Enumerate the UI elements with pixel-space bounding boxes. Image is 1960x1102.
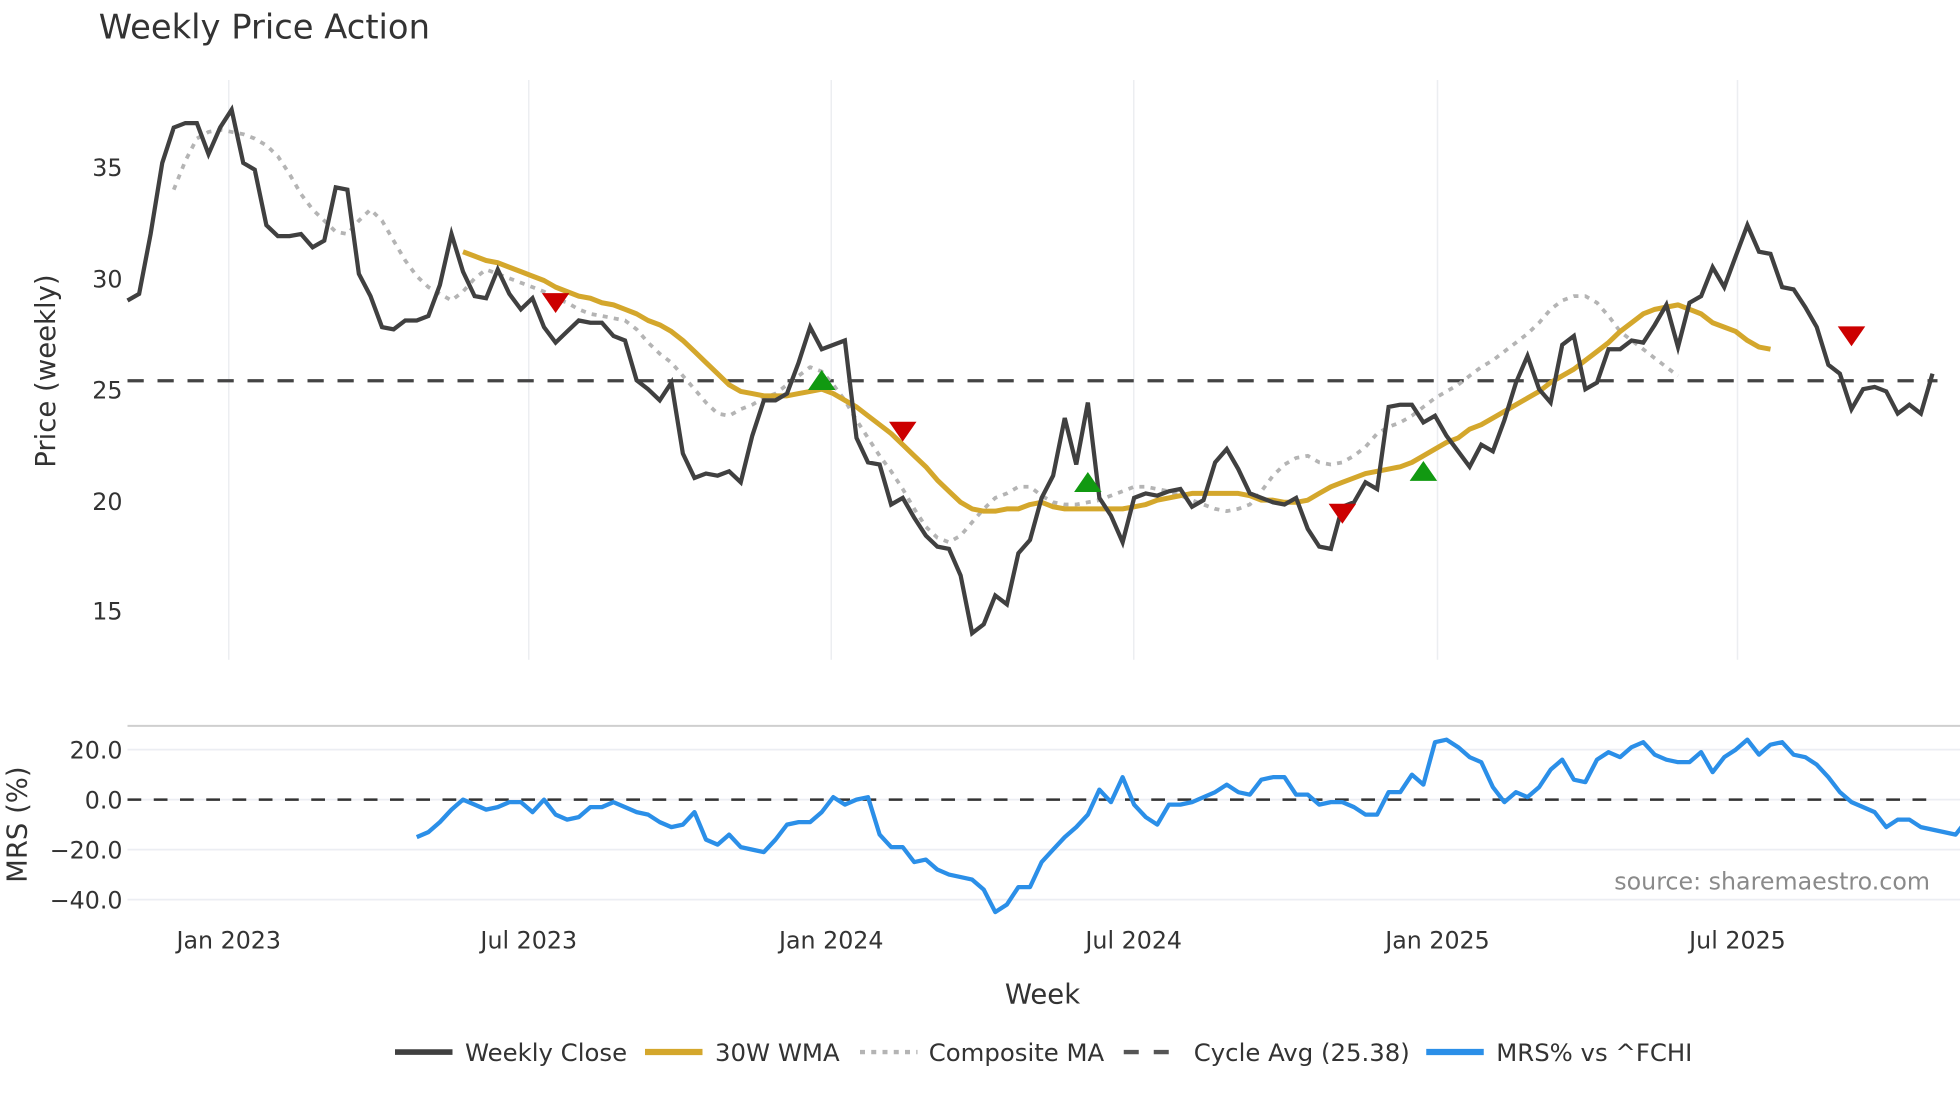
mrs-line bbox=[415, 737, 1960, 915]
signal-markers bbox=[541, 293, 1866, 524]
x-tick-jan-2023: Jan 2023 bbox=[174, 926, 281, 954]
legend-label: Cycle Avg (25.38) bbox=[1194, 1038, 1410, 1067]
x-tick-jul-2024: Jul 2024 bbox=[1083, 926, 1182, 954]
price-tick-15: 15 bbox=[92, 598, 122, 626]
legend-label: MRS% vs ^FCHI bbox=[1496, 1038, 1692, 1067]
source-credit: source: sharemaestro.com bbox=[1614, 868, 1930, 896]
wma-30w-line bbox=[462, 249, 1771, 514]
mrs-tick-neg40: −40.0 bbox=[50, 886, 123, 914]
price-tick-35: 35 bbox=[92, 154, 122, 182]
legend-item-mrs[interactable]: MRS% vs ^FCHI bbox=[1426, 1038, 1692, 1067]
sell-signal-triangle-down-icon bbox=[1837, 326, 1866, 347]
sell-signal-triangle-down-icon bbox=[1328, 503, 1357, 524]
price-y-axis-label: Price (weekly) bbox=[30, 274, 62, 467]
price-y-axis: 35 30 25 20 15 Price (weekly) bbox=[30, 154, 123, 626]
x-tick-jul-2023: Jul 2023 bbox=[478, 926, 577, 954]
chart-title: Weekly Price Action bbox=[99, 8, 430, 47]
price-vertical-gridlines bbox=[228, 79, 1739, 660]
weekly-close-line bbox=[126, 104, 1935, 637]
legend: Weekly Close 30W WMA Composite MA Cycle … bbox=[395, 1038, 1692, 1067]
price-tick-30: 30 bbox=[92, 265, 122, 293]
buy-signal-triangle-up-icon bbox=[1409, 460, 1438, 481]
sell-signal-triangle-down-icon bbox=[541, 293, 570, 314]
mrs-tick-20: 20.0 bbox=[70, 736, 123, 764]
legend-label: Weekly Close bbox=[465, 1038, 627, 1067]
price-tick-20: 20 bbox=[92, 488, 122, 516]
buy-signal-triangle-up-icon bbox=[807, 370, 836, 390]
price-tick-25: 25 bbox=[92, 377, 122, 405]
legend-label: Composite MA bbox=[929, 1038, 1105, 1067]
mrs-tick-neg20: −20.0 bbox=[50, 836, 123, 864]
x-axis: Jan 2023 Jul 2023 Jan 2024 Jul 2024 Jan … bbox=[174, 926, 1785, 1010]
mrs-tick-0: 0.0 bbox=[85, 786, 123, 814]
legend-item-cycle-avg[interactable]: Cycle Avg (25.38) bbox=[1123, 1038, 1410, 1067]
x-tick-jan-2024: Jan 2024 bbox=[777, 926, 884, 954]
legend-item-composite-ma[interactable]: Composite MA bbox=[860, 1038, 1105, 1067]
legend-item-30w-wma[interactable]: 30W WMA bbox=[645, 1038, 840, 1067]
sell-signal-triangle-down-icon bbox=[888, 421, 917, 442]
x-tick-jan-2025: Jan 2025 bbox=[1383, 926, 1490, 954]
x-tick-jul-2025: Jul 2025 bbox=[1687, 926, 1786, 954]
mrs-y-axis: 20.0 0.0 −20.0 −40.0 MRS (%) bbox=[1, 736, 122, 914]
mrs-y-axis-label: MRS (%) bbox=[1, 766, 33, 883]
composite-ma-line bbox=[172, 127, 1680, 545]
buy-signal-triangle-up-icon bbox=[1074, 472, 1102, 492]
legend-label: 30W WMA bbox=[715, 1038, 840, 1067]
legend-item-weekly-close[interactable]: Weekly Close bbox=[395, 1038, 627, 1067]
x-axis-label: Week bbox=[1005, 978, 1080, 1010]
